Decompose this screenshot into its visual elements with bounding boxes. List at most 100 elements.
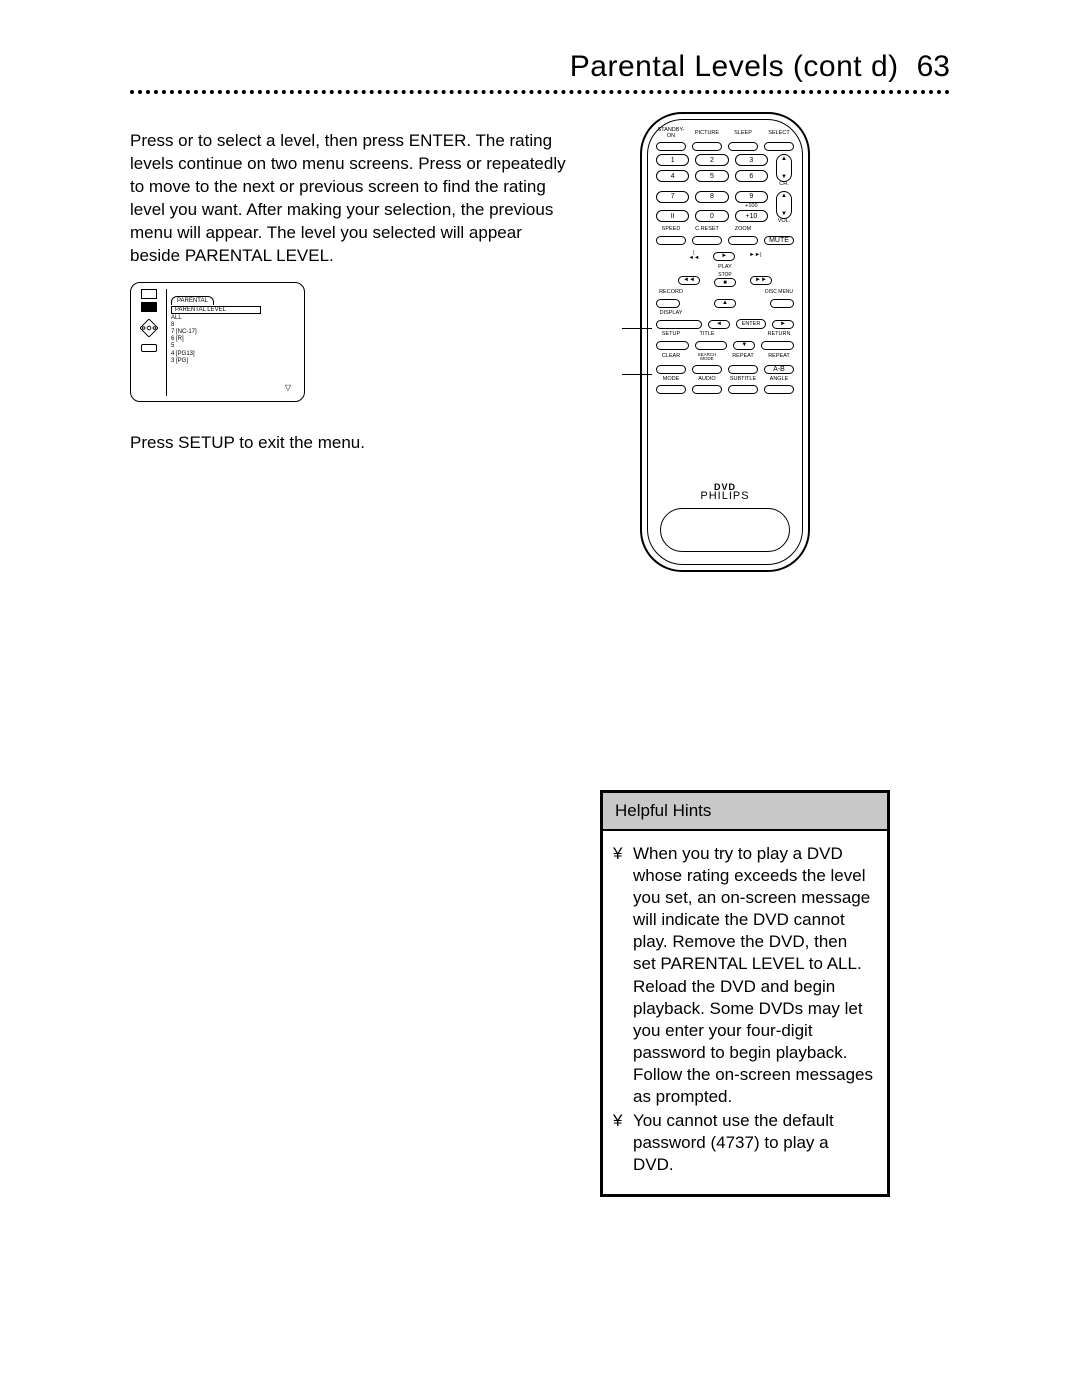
mode-button[interactable] — [656, 385, 686, 394]
label: MODE — [656, 377, 686, 383]
label: C.RESET — [692, 227, 722, 233]
down-button[interactable]: ▼ — [733, 341, 755, 350]
level-item: 3 [PG] — [171, 358, 299, 365]
transport-labels: PLAY — [656, 265, 794, 271]
disc-menu-button[interactable] — [770, 299, 794, 308]
prev-icon[interactable]: |◄◄ — [688, 251, 699, 262]
left-column: Press or to select a level, then press E… — [130, 130, 570, 455]
menu-tab: PARENTAL — [171, 296, 214, 305]
screen-icon-column — [136, 289, 162, 396]
rew-button[interactable]: ◄◄ — [678, 276, 700, 285]
label: SPEED — [656, 227, 686, 233]
label: STANDBY-ON — [656, 128, 686, 139]
label: AUDIO — [692, 377, 722, 383]
creset-button[interactable] — [692, 236, 722, 245]
row-top-labels: STANDBY-ON PICTURE SLEEP SELECT — [656, 128, 794, 139]
hint-text: You cannot use the default password (473… — [633, 1110, 873, 1176]
label: SELECT — [764, 131, 794, 137]
play-label: PLAY — [686, 265, 764, 271]
setup-button[interactable] — [656, 341, 689, 350]
title-button[interactable] — [695, 341, 728, 350]
right-button[interactable]: ► — [772, 320, 794, 329]
brand-label: PHILIPS — [700, 490, 749, 502]
remote-button-grid: STANDBY-ON PICTURE SLEEP SELECT — [656, 128, 794, 394]
select-button[interactable] — [764, 142, 794, 151]
num-6-button[interactable]: 6 — [735, 170, 768, 182]
label: REPEAT — [728, 354, 758, 360]
transport-row-1: |◄◄ ► ►►| — [656, 251, 794, 262]
page-number: 63 — [917, 50, 950, 84]
num-0-button[interactable]: 0 — [695, 210, 728, 222]
remote-bottom-oval — [660, 508, 790, 552]
row-clear: A-B — [656, 365, 794, 374]
num-8-button[interactable]: 8 — [695, 191, 728, 203]
repeat-button[interactable] — [728, 365, 758, 374]
level-item: 4 [PG13] — [171, 351, 299, 358]
vol-label: VOL. — [778, 219, 791, 225]
vol-rocker[interactable]: ▲▼ — [776, 191, 792, 219]
display-label: DISPLAY — [656, 311, 686, 317]
scroll-down-icon: ▽ — [285, 383, 291, 392]
zoom-button[interactable] — [728, 236, 758, 245]
remote-diagram: STANDBY-ON PICTURE SLEEP SELECT — [640, 112, 820, 592]
mini-icon — [141, 289, 157, 299]
num-5-button[interactable]: 5 — [695, 170, 728, 182]
label: SLEEP — [728, 131, 758, 137]
next-icon[interactable]: ►►| — [749, 253, 761, 259]
label: ZOOM — [728, 227, 758, 233]
row-setup-labels: SETUP TITLE RETURN — [656, 332, 794, 338]
callout-line — [622, 374, 652, 375]
level-item: 8 — [171, 322, 299, 329]
num-1-button[interactable]: 1 — [656, 154, 689, 166]
num-9-button[interactable]: 9 — [735, 191, 768, 203]
search-mode-button[interactable] — [692, 365, 722, 374]
num-7-button[interactable]: 7 — [656, 191, 689, 203]
instruction-paragraph-2: Press SETUP to exit the menu. — [130, 432, 570, 455]
play-button[interactable]: ► — [713, 252, 735, 261]
hint-text: When you try to play a DVD whose rating … — [633, 843, 873, 1108]
screen-menu-body: PARENTAL PARENTAL LEVEL ALL 8 7 [NC-17] … — [166, 289, 299, 396]
num-4-button[interactable]: 4 — [656, 170, 689, 182]
right-column: STANDBY-ON PICTURE SLEEP SELECT — [610, 130, 950, 455]
label: SEARCH MODE — [692, 353, 722, 362]
sleep-button[interactable] — [728, 142, 758, 151]
level-item: 7 [NC-17] — [171, 329, 299, 336]
row-mode-labels: MODE AUDIO SUBTITLE ANGLE — [656, 377, 794, 383]
up-button[interactable]: ▲ — [714, 299, 736, 308]
hint-bullet: ¥ When you try to play a DVD whose ratin… — [613, 843, 873, 1108]
audio-button[interactable] — [692, 385, 722, 394]
plus-10-button[interactable]: +10 — [735, 210, 768, 222]
speed-button[interactable] — [656, 236, 686, 245]
angle-button[interactable] — [764, 385, 794, 394]
helpful-hints-header: Helpful Hints — [603, 793, 887, 831]
helpful-hints-body: ¥ When you try to play a DVD whose ratin… — [603, 831, 887, 1194]
return-button[interactable] — [761, 341, 794, 350]
ab-repeat-button[interactable]: A-B — [764, 365, 794, 374]
row-num-3: 7 8 9 +100 II 0 +10 — [656, 191, 794, 225]
stop-label: STOP■ — [714, 273, 736, 287]
label: SUBTITLE — [728, 377, 758, 383]
ch-label: CH. — [779, 182, 788, 188]
subtitle-button[interactable] — [728, 385, 758, 394]
num-3-button[interactable]: 3 — [735, 154, 768, 166]
clear-button[interactable] — [656, 365, 686, 374]
num-2-button[interactable]: 2 — [695, 154, 728, 166]
standby-button[interactable] — [656, 142, 686, 151]
row-num-1: 1 2 3 4 5 6 ▲ — [656, 154, 794, 188]
ch-rocker[interactable]: ▲▼ — [776, 154, 792, 182]
enter-button[interactable]: ENTER — [736, 319, 766, 329]
label: CLEAR — [656, 354, 686, 360]
mute-button[interactable]: MUTE — [764, 236, 794, 245]
record-button[interactable] — [656, 299, 680, 308]
row-top-buttons — [656, 142, 794, 151]
pause-button[interactable]: II — [656, 210, 689, 222]
bullet-mark-icon: ¥ — [613, 1110, 627, 1176]
level-item: 6 [R] — [171, 336, 299, 343]
row-clear-labels: CLEAR SEARCH MODE REPEAT REPEAT — [656, 353, 794, 362]
stop-button[interactable]: ■ — [714, 278, 736, 287]
ff-button[interactable]: ►► — [750, 276, 772, 285]
left-button[interactable]: ◄ — [708, 320, 730, 329]
picture-button[interactable] — [692, 142, 722, 151]
display-button[interactable] — [656, 320, 702, 329]
page-title: Parental Levels (cont d) — [570, 50, 899, 84]
